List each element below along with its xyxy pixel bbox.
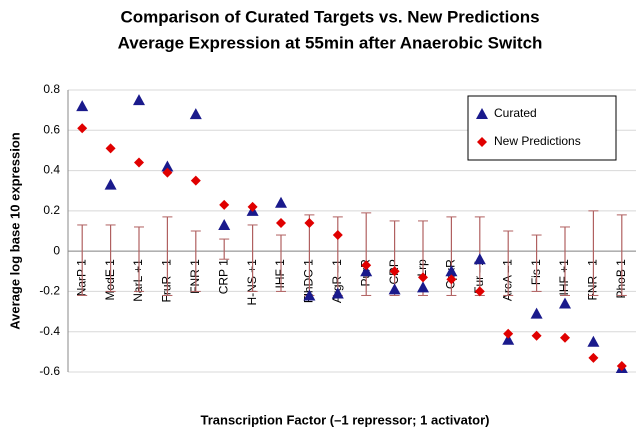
legend-box xyxy=(467,95,617,161)
data-point xyxy=(388,283,401,295)
y-tick-label: -0.6 xyxy=(39,364,60,378)
data-point xyxy=(446,274,457,285)
data-point xyxy=(361,260,372,271)
x-tick-label: FlhDC 1 xyxy=(302,259,316,303)
data-point xyxy=(417,281,429,293)
x-tick-label: H-NS +1 xyxy=(245,259,259,306)
data-point xyxy=(77,123,88,134)
data-point xyxy=(502,333,515,345)
data-point xyxy=(331,287,344,299)
x-tick-label: ArcA –1 xyxy=(500,259,514,301)
data-point xyxy=(218,218,231,230)
data-point xyxy=(531,330,542,341)
data-point xyxy=(190,175,201,186)
y-tick-label: 0.4 xyxy=(43,163,60,177)
x-tick-label: FNR –1 xyxy=(586,259,600,301)
data-point xyxy=(134,157,144,168)
legend-marker xyxy=(476,108,488,119)
data-point xyxy=(445,265,458,277)
data-point xyxy=(162,167,173,178)
data-point xyxy=(219,199,230,210)
x-tick-label: FNR 1 xyxy=(188,259,202,294)
data-point xyxy=(473,253,486,265)
data-point xyxy=(530,307,543,319)
data-point xyxy=(275,196,287,208)
chart-subtitle: Average Expression at 55min after Anaero… xyxy=(118,33,543,52)
y-tick-label: 0.6 xyxy=(43,122,60,136)
x-tick-label: Fur –1 xyxy=(472,259,486,294)
data-point xyxy=(560,332,570,343)
data-point xyxy=(418,272,428,283)
data-point xyxy=(76,100,89,112)
y-tick-label: -0.4 xyxy=(39,324,60,338)
data-point xyxy=(559,297,571,309)
legend-label: Curated xyxy=(494,106,537,120)
data-point xyxy=(360,265,373,277)
legend-label: New Predictions xyxy=(494,134,581,148)
x-tick-label: ModE 1 xyxy=(103,259,117,301)
data-point xyxy=(503,328,514,339)
data-point xyxy=(104,178,117,190)
y-tick-label: 0 xyxy=(53,243,60,257)
y-tick-label: 0.2 xyxy=(43,203,60,217)
x-tick-label: NarL +1 xyxy=(131,259,145,302)
y-axis-title: Average log base 10 expression xyxy=(7,132,22,330)
data-point xyxy=(304,217,315,228)
data-point xyxy=(389,266,400,277)
x-tick-label: IHF 1 xyxy=(273,259,287,289)
legend-marker xyxy=(477,137,487,147)
data-point xyxy=(161,160,174,172)
data-point xyxy=(588,352,599,363)
data-point xyxy=(133,94,145,106)
data-point xyxy=(276,217,286,228)
x-tick-label: IHF +1 xyxy=(557,259,571,296)
chart-title: Comparison of Curated Targets vs. New Pr… xyxy=(120,7,539,26)
x-tick-label: FruR –1 xyxy=(160,259,174,303)
data-point xyxy=(105,143,116,154)
data-point xyxy=(303,289,316,301)
x-tick-label: Fis 1 xyxy=(529,259,543,285)
data-point xyxy=(189,108,202,120)
x-tick-label: CRP 1 xyxy=(216,259,230,294)
x-tick-label: Lrp xyxy=(415,259,429,277)
x-tick-label: NarP 1 xyxy=(74,259,88,296)
x-tick-label: PhoB 1 xyxy=(614,259,628,299)
data-point xyxy=(332,230,343,241)
data-point xyxy=(616,360,627,371)
y-tick-label: 0.8 xyxy=(43,82,60,96)
data-point xyxy=(247,201,258,212)
x-tick-label: ArgR –1 xyxy=(330,259,344,303)
data-point xyxy=(474,286,485,297)
data-point xyxy=(587,335,600,347)
x-axis-title: Transcription Factor (–1 repressor; 1 ac… xyxy=(201,412,490,427)
y-tick-label: -0.2 xyxy=(39,284,60,298)
